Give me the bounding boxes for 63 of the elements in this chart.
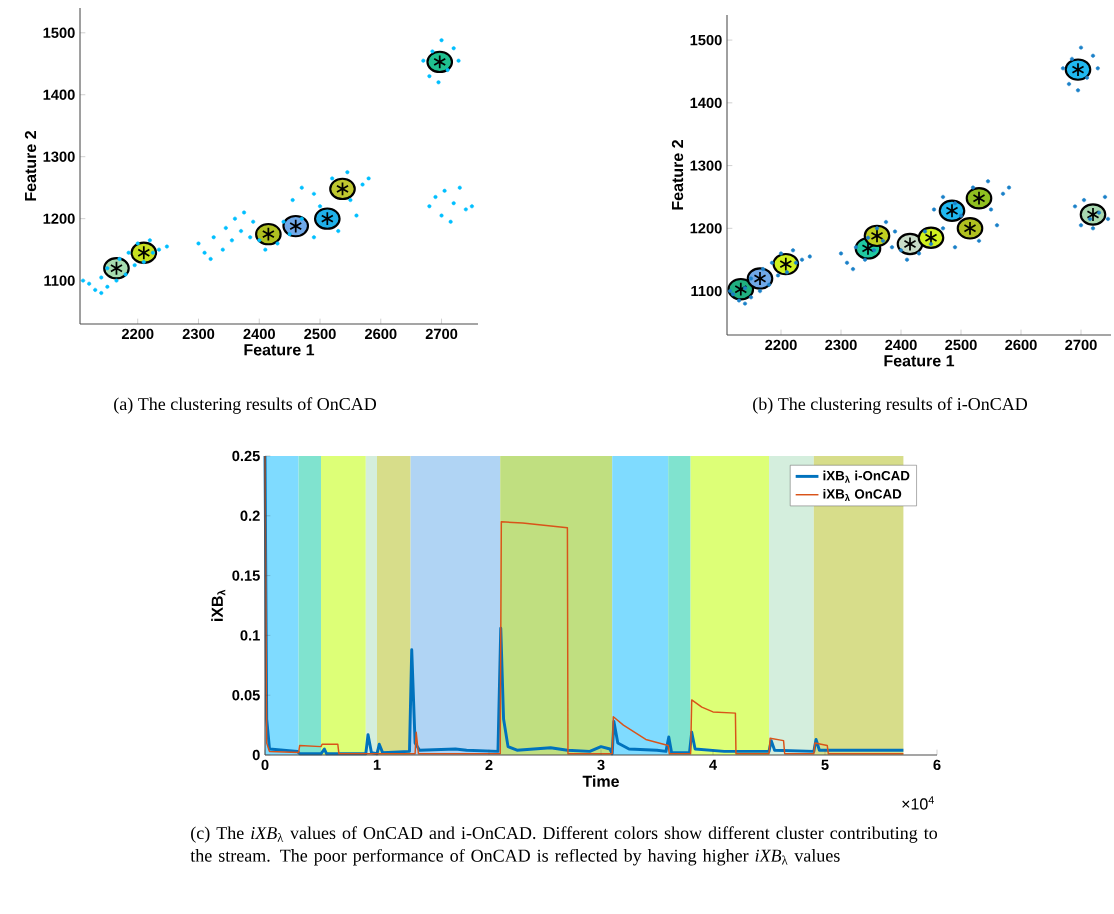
- point: [727, 277, 755, 301]
- point: [255, 222, 282, 246]
- x-tick-label: 0: [261, 759, 269, 771]
- text: (b) The clustering results of i-OnCAD: [753, 397, 1028, 414]
- y-tick-label: 0.05: [232, 690, 260, 701]
- x-tick-label: 2600: [364, 328, 397, 340]
- x-axis-title: Feature 1: [884, 355, 955, 367]
- legend-label: iXB$_{λ}$ i-OnCAD: [823, 470, 910, 483]
- x-tick-label: 3: [597, 759, 605, 771]
- x-tick-label: 2: [485, 759, 493, 770]
- x-tick-label: 2600: [1005, 339, 1037, 351]
- y-tick-label: 1500: [43, 27, 75, 38]
- point: [917, 226, 945, 249]
- point: [130, 241, 158, 264]
- y-tick-label: 0.2: [240, 510, 260, 521]
- y-axis-title: iXB$_{λ}$: [211, 589, 226, 622]
- x-tick-label: 1: [373, 759, 381, 770]
- y-tick-label: 1300: [690, 160, 722, 171]
- x-tick-label: 2700: [1065, 339, 1097, 351]
- point: [329, 177, 356, 201]
- text: (c) The iXB$_{λ}$ values of OnCAD and i-OnCAD. Different colors show different cluster contributing to the stream. The poor performance of OnCAD is reflected by having higher iXB$_{λ}$ values: [190, 826, 938, 866]
- point: [863, 224, 891, 248]
- y-tick-label: 1200: [690, 223, 722, 234]
- legend-label: iXB$_{λ}$ OnCAD: [823, 488, 902, 501]
- y-tick-label: 1100: [691, 285, 722, 297]
- x-axis-title: Feature 1: [244, 344, 315, 356]
- x-axis-title: Time: [582, 775, 619, 787]
- y-tick-label: 0.15: [232, 570, 260, 581]
- x-tick-label: 6: [933, 759, 941, 771]
- point: [772, 252, 800, 276]
- x-tick-label: 2500: [945, 339, 977, 351]
- x-tick-label: 5: [821, 759, 829, 770]
- y-tick-label: 0.25: [232, 450, 260, 462]
- point: [746, 267, 774, 290]
- y-tick-label: 1300: [43, 151, 75, 162]
- x-tick-label: 2200: [121, 328, 154, 340]
- x-tick-label: 4: [709, 759, 717, 770]
- x-tick-label: 2400: [885, 339, 917, 351]
- y-tick-label: 1100: [44, 275, 75, 286]
- point: [896, 232, 924, 256]
- y-tick-label: 1400: [690, 97, 722, 109]
- point: [938, 199, 966, 222]
- point: [965, 187, 993, 210]
- point: [426, 50, 454, 74]
- x-tick-label: 2300: [825, 339, 857, 351]
- y-tick-label: 1500: [690, 34, 722, 46]
- x-tick-label: 2300: [182, 328, 215, 340]
- y-tick-label: 1200: [43, 213, 75, 224]
- x-tick-label: 2400: [243, 328, 275, 340]
- x-tick-label: 2500: [304, 328, 336, 340]
- x-tick-label: 2700: [425, 328, 458, 340]
- point: [282, 214, 310, 238]
- y-tick-label: 0: [252, 749, 260, 761]
- y-axis-title: Feature 2: [671, 140, 684, 210]
- point: [103, 257, 130, 280]
- y-tick-label: 1400: [43, 89, 75, 100]
- point: [313, 207, 341, 230]
- text: ×10$^{4}$: [902, 796, 934, 810]
- text: (a) The clustering results of OnCAD: [114, 397, 377, 414]
- y-tick-label: 0.1: [240, 630, 260, 641]
- point: [956, 217, 984, 240]
- y-axis-title: Feature 2: [24, 131, 37, 201]
- x-tick-label: 2200: [765, 339, 797, 351]
